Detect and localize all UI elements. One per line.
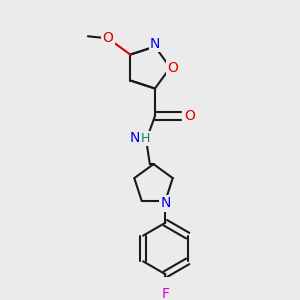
Text: O: O bbox=[167, 61, 178, 74]
Text: O: O bbox=[103, 32, 113, 45]
Text: O: O bbox=[184, 109, 195, 123]
Text: N: N bbox=[150, 37, 160, 51]
Text: N: N bbox=[130, 131, 140, 146]
Text: F: F bbox=[161, 287, 169, 300]
Text: H: H bbox=[141, 132, 150, 145]
Text: N: N bbox=[160, 196, 171, 211]
